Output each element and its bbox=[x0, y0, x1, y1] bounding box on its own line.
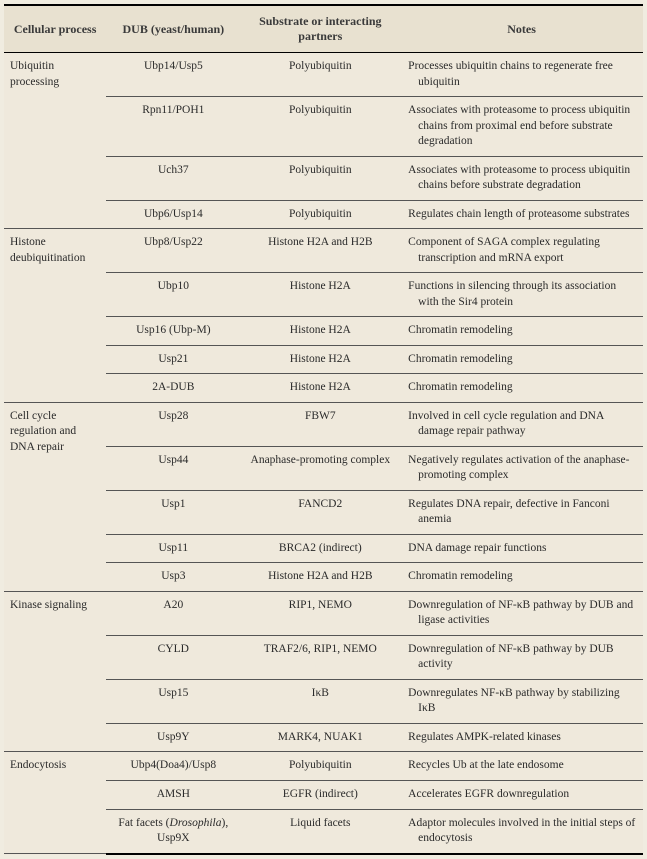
dub-cell: CYLD bbox=[106, 635, 240, 679]
substrate-cell: Histone H2A bbox=[240, 345, 400, 374]
dub-cell: Ubp6/Usp14 bbox=[106, 200, 240, 229]
process-cell: Kinase signaling bbox=[4, 591, 106, 752]
dub-cell: AMSH bbox=[106, 780, 240, 809]
substrate-cell: Polyubiquitin bbox=[240, 156, 400, 200]
notes-cell: Regulates DNA repair, defective in Fanco… bbox=[400, 490, 643, 534]
notes-cell: Associates with proteasome to process ub… bbox=[400, 97, 643, 157]
substrate-cell: Histone H2A and H2B bbox=[240, 229, 400, 273]
notes-cell: Component of SAGA complex regulating tra… bbox=[400, 229, 643, 273]
substrate-cell: FANCD2 bbox=[240, 490, 400, 534]
process-cell: Histone deubiquitination bbox=[4, 229, 106, 403]
notes-cell: Regulates AMPK-related kinases bbox=[400, 723, 643, 752]
notes-cell: Recycles Ub at the late endosome bbox=[400, 752, 643, 781]
notes-cell: Downregulates NF-κB pathway by stabilizi… bbox=[400, 679, 643, 723]
substrate-cell: Histone H2A bbox=[240, 374, 400, 403]
substrate-cell: FBW7 bbox=[240, 402, 400, 446]
substrate-cell: Histone H2A bbox=[240, 317, 400, 346]
table-row: EndocytosisUbp4(Doa4)/Usp8PolyubiquitinR… bbox=[4, 752, 643, 781]
dub-cell: Ubp14/Usp5 bbox=[106, 53, 240, 97]
substrate-cell: Polyubiquitin bbox=[240, 97, 400, 157]
substrate-cell: MARK4, NUAK1 bbox=[240, 723, 400, 752]
header-row: Cellular process DUB (yeast/human) Subst… bbox=[4, 5, 643, 53]
table-row: Kinase signalingA20RIP1, NEMODownregulat… bbox=[4, 591, 643, 635]
dub-cell: Uch37 bbox=[106, 156, 240, 200]
dub-cell: Ubp4(Doa4)/Usp8 bbox=[106, 752, 240, 781]
dub-cell: Usp28 bbox=[106, 402, 240, 446]
substrate-cell: BRCA2 (indirect) bbox=[240, 534, 400, 563]
notes-cell: Functions in silencing through its assoc… bbox=[400, 273, 643, 317]
dub-cell: Usp21 bbox=[106, 345, 240, 374]
substrate-cell: Anaphase-promoting complex bbox=[240, 446, 400, 490]
notes-cell: Negatively regulates activation of the a… bbox=[400, 446, 643, 490]
notes-cell: Downregulation of NF-κB pathway by DUB a… bbox=[400, 591, 643, 635]
substrate-cell: Polyubiquitin bbox=[240, 752, 400, 781]
substrate-cell: RIP1, NEMO bbox=[240, 591, 400, 635]
header-notes: Notes bbox=[400, 5, 643, 53]
dub-cell: Usp1 bbox=[106, 490, 240, 534]
notes-cell: Adaptor molecules involved in the initia… bbox=[400, 809, 643, 854]
dub-cell: A20 bbox=[106, 591, 240, 635]
header-dub: DUB (yeast/human) bbox=[106, 5, 240, 53]
notes-cell: Chromatin remodeling bbox=[400, 317, 643, 346]
substrate-cell: TRAF2/6, RIP1, NEMO bbox=[240, 635, 400, 679]
header-substrate: Substrate or interacting partners bbox=[240, 5, 400, 53]
notes-cell: Associates with proteasome to process ub… bbox=[400, 156, 643, 200]
substrate-cell: Polyubiquitin bbox=[240, 200, 400, 229]
dub-table: Cellular process DUB (yeast/human) Subst… bbox=[4, 4, 643, 855]
notes-cell: Chromatin remodeling bbox=[400, 345, 643, 374]
notes-cell: Downregulation of NF-κB pathway by DUB a… bbox=[400, 635, 643, 679]
dub-cell: Usp11 bbox=[106, 534, 240, 563]
dub-cell: Fat facets (Drosophila), Usp9X bbox=[106, 809, 240, 854]
dub-cell: Usp16 (Ubp-M) bbox=[106, 317, 240, 346]
process-cell: Endocytosis bbox=[4, 752, 106, 854]
dub-cell: Usp3 bbox=[106, 563, 240, 592]
notes-cell: Processes ubiquitin chains to regenerate… bbox=[400, 53, 643, 97]
header-process: Cellular process bbox=[4, 5, 106, 53]
substrate-cell: Polyubiquitin bbox=[240, 53, 400, 97]
notes-cell: Accelerates EGFR downregulation bbox=[400, 780, 643, 809]
substrate-cell: EGFR (indirect) bbox=[240, 780, 400, 809]
substrate-cell: Histone H2A bbox=[240, 273, 400, 317]
dub-cell: 2A-DUB bbox=[106, 374, 240, 403]
dub-cell: Usp9Y bbox=[106, 723, 240, 752]
process-cell: Cell cycle regulation and DNA repair bbox=[4, 402, 106, 591]
notes-cell: DNA damage repair functions bbox=[400, 534, 643, 563]
substrate-cell: Histone H2A and H2B bbox=[240, 563, 400, 592]
dub-cell: Usp15 bbox=[106, 679, 240, 723]
dub-cell: Ubp8/Usp22 bbox=[106, 229, 240, 273]
notes-cell: Regulates chain length of proteasome sub… bbox=[400, 200, 643, 229]
substrate-cell: Liquid facets bbox=[240, 809, 400, 854]
notes-cell: Chromatin remodeling bbox=[400, 563, 643, 592]
table-row: Cell cycle regulation and DNA repairUsp2… bbox=[4, 402, 643, 446]
substrate-cell: IκB bbox=[240, 679, 400, 723]
table-row: Histone deubiquitinationUbp8/Usp22Histon… bbox=[4, 229, 643, 273]
notes-cell: Involved in cell cycle regulation and DN… bbox=[400, 402, 643, 446]
notes-cell: Chromatin remodeling bbox=[400, 374, 643, 403]
dub-cell: Usp44 bbox=[106, 446, 240, 490]
table-row: Ubiquitin processingUbp14/Usp5Polyubiqui… bbox=[4, 53, 643, 97]
table-body: Ubiquitin processingUbp14/Usp5Polyubiqui… bbox=[4, 53, 643, 854]
dub-cell: Rpn11/POH1 bbox=[106, 97, 240, 157]
process-cell: Ubiquitin processing bbox=[4, 53, 106, 229]
dub-cell: Ubp10 bbox=[106, 273, 240, 317]
